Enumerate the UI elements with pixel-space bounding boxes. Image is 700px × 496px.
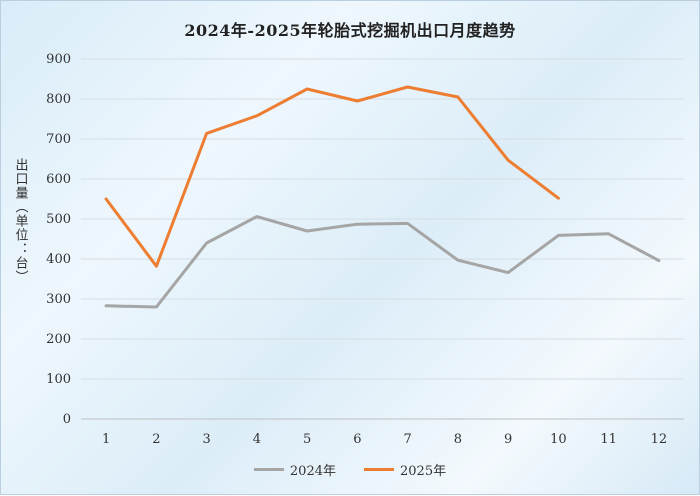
chart-title: 2024年-2025年轮胎式挖掘机出口月度趋势 [184,21,516,40]
x-tick-label: 9 [504,432,512,447]
legend-item: 2024年 [253,460,336,479]
x-tick-label: 1 [102,432,110,447]
y-axis-title: 出口量（单位：台） [12,158,28,284]
y-tick-label: 300 [46,292,71,307]
series-line-2 [104,85,560,268]
y-tick-label: 800 [46,92,71,107]
x-tick-label: 12 [651,432,668,447]
legend-swatch [364,468,394,471]
y-tick-label: 600 [46,172,71,187]
y-tick-label: 400 [46,252,71,267]
x-tick-label: 10 [550,432,567,447]
legend: 2024年 2025年 [1,460,699,479]
series-line-1 [104,215,661,309]
y-tick-label: 900 [46,52,71,67]
x-tick-label: 5 [303,432,311,447]
x-tick-label: 6 [353,432,361,447]
x-tick-label: 11 [600,432,617,447]
y-tick-label: 700 [46,132,71,147]
y-tick-label: 200 [46,332,71,347]
x-tick-label: 8 [454,432,462,447]
legend-swatch [253,468,284,471]
x-tick-label: 3 [202,432,210,447]
x-tick-label: 4 [253,432,261,447]
x-tick-label: 7 [403,432,411,447]
legend-label: 2025年 [400,464,447,479]
legend-label: 2024年 [289,464,336,479]
x-tick-label: 2 [152,432,160,447]
y-tick-label: 100 [46,372,71,387]
y-tick-label: 0 [63,412,71,427]
y-tick-label: 500 [46,212,71,227]
legend-item: 2025年 [364,460,446,479]
